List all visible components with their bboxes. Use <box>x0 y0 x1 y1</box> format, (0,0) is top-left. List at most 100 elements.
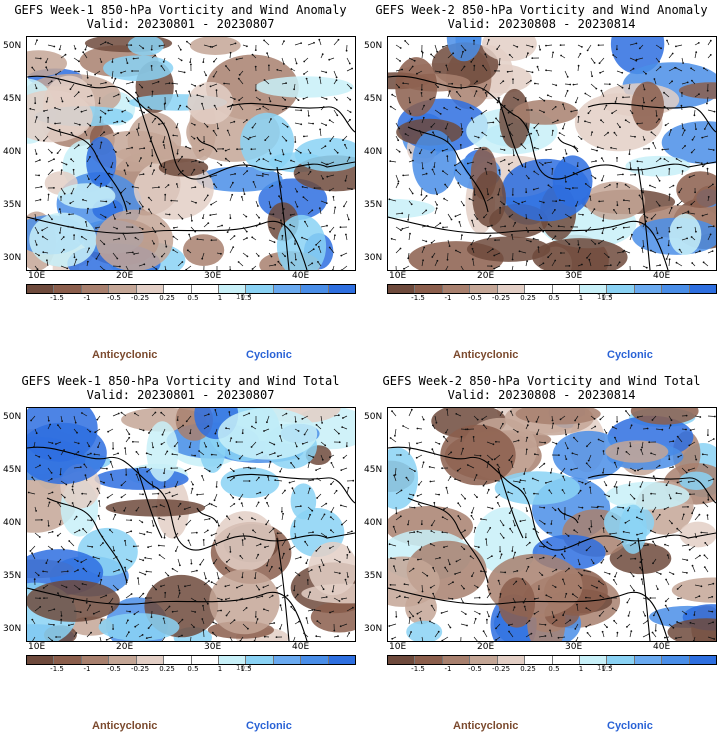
coastline <box>27 587 308 641</box>
coastline <box>226 102 355 133</box>
wind-arrow-head <box>530 79 532 82</box>
wind-arrow <box>239 493 244 500</box>
wind-arrow-head <box>658 60 660 63</box>
wind-arrow-head <box>681 92 683 94</box>
wind-arrow-head <box>650 452 652 455</box>
wind-arrow-head <box>630 630 633 632</box>
wind-arrow <box>564 441 569 449</box>
wind-arrow-head <box>403 267 405 270</box>
wind-arrow-head <box>471 219 473 222</box>
wind-arrow-head <box>150 65 153 67</box>
wind-arrow-head <box>195 159 197 162</box>
wind-arrow-head <box>339 625 342 628</box>
wind-arrow <box>636 517 644 521</box>
wind-arrow-head <box>454 478 456 480</box>
wind-arrow <box>467 161 475 164</box>
wind-arrow <box>523 488 527 495</box>
wind-arrow-head <box>183 508 186 510</box>
wind-arrow <box>112 514 116 521</box>
wind-arrow-head <box>232 181 234 184</box>
wind-arrow-head <box>108 172 110 175</box>
wind-arrow <box>538 519 545 525</box>
wind-arrow <box>150 135 153 142</box>
wind-arrow-head <box>533 492 535 495</box>
wind-arrow-head <box>171 495 174 497</box>
wind-arrow <box>434 415 437 423</box>
wind-arrow <box>238 104 244 111</box>
wind-arrow-head <box>194 454 197 457</box>
wind-arrow-head <box>116 257 119 260</box>
wind-arrow-head <box>313 41 315 44</box>
wind-arrow-head <box>51 218 53 221</box>
wind-arrow-head <box>237 261 240 263</box>
wind-arrow-head <box>316 620 319 622</box>
wind-arrow-head <box>586 49 589 52</box>
wind-arrow-head <box>611 607 614 610</box>
wind-arrow-head <box>633 589 635 592</box>
wind-arrow <box>616 174 623 176</box>
wind-arrow-head <box>643 101 645 104</box>
colorbar-tick-label: 0.25 <box>159 294 175 302</box>
wind-arrow-head <box>461 234 463 237</box>
colorbar-swatch <box>388 656 416 664</box>
wind-arrow <box>485 539 488 547</box>
wind-arrow-head <box>172 249 175 251</box>
wind-arrow-head <box>198 450 201 452</box>
wind-arrow <box>229 246 234 254</box>
wind-arrow-head <box>124 539 126 542</box>
wind-arrow-head <box>695 51 698 54</box>
wind-arrow <box>281 539 286 547</box>
wind-arrow <box>107 493 114 498</box>
lat-label: 50N <box>3 412 22 422</box>
colorbar-tick-label: -1.5 <box>50 294 64 302</box>
wind-arrow-head <box>543 546 545 548</box>
wind-arrow-head <box>507 111 510 114</box>
wind-arrow-head <box>245 165 248 168</box>
wind-arrow-head <box>202 539 205 541</box>
wind-arrow-head <box>699 416 702 418</box>
wind-arrow-head <box>416 612 419 615</box>
wind-arrow <box>121 493 127 498</box>
wind-arrow <box>73 122 80 126</box>
wind-arrow-head <box>544 441 546 444</box>
wind-arrow-head <box>700 531 703 534</box>
wind-arrow-head <box>39 606 42 608</box>
colorbar-swatch <box>218 285 247 293</box>
wind-arrow <box>281 553 285 560</box>
wind-arrow <box>649 185 657 189</box>
wind-arrow-head <box>90 452 92 455</box>
wind-arrow-head <box>208 470 211 473</box>
wind-arrow-head <box>135 509 138 512</box>
wind-arrow-head <box>395 615 398 618</box>
wind-arrow-head <box>514 551 516 554</box>
wind-arrow-head <box>585 462 588 465</box>
wind-arrow <box>434 222 441 228</box>
wind-arrow <box>86 183 91 189</box>
wind-arrow <box>318 246 322 254</box>
wind-arrow-head <box>503 159 506 161</box>
wind-arrow <box>281 513 284 521</box>
wind-arrow <box>486 593 491 599</box>
wind-arrow <box>268 264 276 267</box>
wind-arrow <box>434 631 439 638</box>
wind-arrow <box>229 43 236 46</box>
wind-arrow-head <box>482 424 485 426</box>
wind-arrow-head <box>432 592 434 595</box>
wind-arrow-head <box>243 193 246 196</box>
wind-arrow-head <box>489 527 492 529</box>
coastline <box>557 507 579 524</box>
wind-arrow-head <box>477 136 480 139</box>
wind-arrow-head <box>119 265 121 268</box>
wind-arrow <box>99 131 105 137</box>
wind-arrow-head <box>562 127 564 130</box>
wind-arrow-head <box>626 601 629 604</box>
wind-arrow-head <box>522 487 525 490</box>
wind-arrow <box>603 252 609 258</box>
wind-arrow <box>677 436 683 443</box>
wind-arrow-head <box>205 74 208 77</box>
wind-arrow <box>447 239 450 247</box>
wind-arrow-head <box>174 550 177 552</box>
coastline <box>557 136 579 153</box>
wind-arrow-head <box>163 144 165 146</box>
wind-arrow-head <box>111 61 114 63</box>
